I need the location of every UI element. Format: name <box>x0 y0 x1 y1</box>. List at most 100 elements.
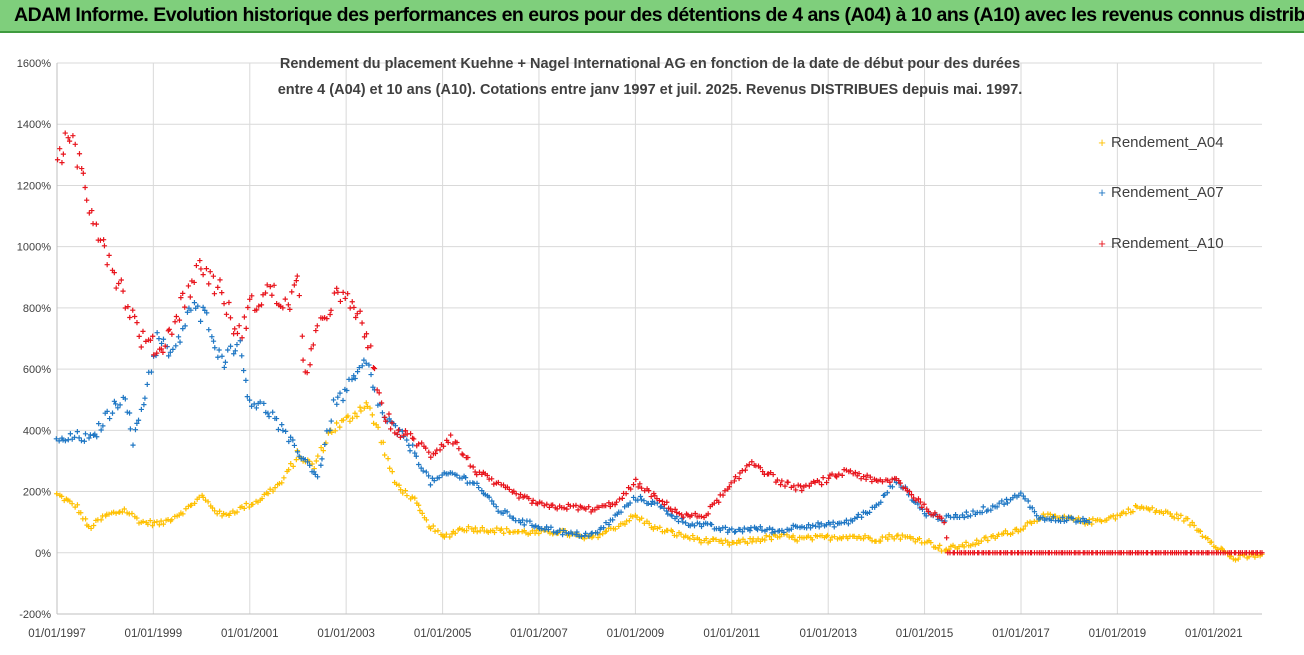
point-rendement_a07 <box>266 413 272 420</box>
series-rendement_a10 <box>54 130 1265 556</box>
point-rendement_a10 <box>672 506 678 512</box>
point-rendement_a04 <box>1017 527 1024 533</box>
point-rendement_a04 <box>160 521 167 527</box>
point-rendement_a07 <box>141 402 147 408</box>
point-rendement_a07 <box>423 469 429 475</box>
point-rendement_a07 <box>109 410 116 416</box>
point-rendement_a04 <box>479 524 485 531</box>
point-rendement_a04 <box>1252 554 1258 560</box>
x-tick-label: 01/01/2003 <box>317 628 375 640</box>
point-rendement_a10 <box>239 335 245 341</box>
point-rendement_a07 <box>237 338 243 344</box>
point-rendement_a04 <box>293 457 299 463</box>
point-rendement_a04 <box>419 510 425 517</box>
point-rendement_a10 <box>669 508 675 514</box>
point-rendement_a10 <box>628 486 634 492</box>
point-rendement_a04 <box>1130 509 1136 515</box>
point-rendement_a10 <box>583 506 589 512</box>
point-rendement_a07 <box>521 522 527 528</box>
point-rendement_a07 <box>669 513 675 519</box>
point-rendement_a07 <box>170 346 176 352</box>
point-rendement_a10 <box>307 362 313 368</box>
point-rendement_a07 <box>1050 514 1057 520</box>
point-rendement_a10 <box>314 323 320 329</box>
point-rendement_a04 <box>749 539 755 545</box>
point-rendement_a07 <box>610 517 616 523</box>
point-rendement_a07 <box>175 334 182 340</box>
point-rendement_a04 <box>974 537 980 543</box>
point-rendement_a04 <box>972 541 978 548</box>
point-rendement_a04 <box>1232 557 1239 563</box>
point-rendement_a10 <box>689 512 695 518</box>
point-rendement_a07 <box>239 353 245 359</box>
point-rendement_a07 <box>1065 514 1072 520</box>
point-rendement_a07 <box>212 345 218 351</box>
point-rendement_a04 <box>1110 513 1116 519</box>
point-rendement_a10 <box>335 289 341 295</box>
point-rendement_a10 <box>120 288 126 294</box>
point-rendement_a04 <box>358 408 364 414</box>
point-rendement_a07 <box>970 508 976 514</box>
point-rendement_a04 <box>1197 528 1204 534</box>
point-rendement_a10 <box>596 504 602 510</box>
point-rendement_a04 <box>145 521 151 527</box>
point-rendement_a04 <box>1174 511 1180 517</box>
point-rendement_a04 <box>674 533 680 539</box>
point-rendement_a10 <box>388 426 394 432</box>
point-rendement_a10 <box>143 338 149 344</box>
point-rendement_a07 <box>148 369 155 375</box>
point-rendement_a10 <box>116 280 122 287</box>
point-rendement_a10 <box>304 370 310 376</box>
point-rendement_a04 <box>320 448 326 454</box>
point-rendement_a10 <box>166 326 172 332</box>
point-rendement_a04 <box>315 453 321 459</box>
point-rendement_a04 <box>214 511 220 517</box>
point-rendement_a04 <box>457 525 463 532</box>
point-rendement_a04 <box>696 536 703 543</box>
point-rendement_a07 <box>489 498 495 504</box>
point-rendement_a10 <box>573 502 579 508</box>
point-rendement_a07 <box>1020 493 1026 499</box>
point-rendement_a10 <box>915 496 922 502</box>
point-rendement_a07 <box>1080 515 1086 522</box>
point-rendement_a07 <box>952 512 959 518</box>
point-rendement_a04 <box>602 529 608 535</box>
point-rendement_a07 <box>130 442 136 448</box>
point-rendement_a10 <box>162 343 168 349</box>
series-rendement_a07 <box>53 299 1092 540</box>
point-rendement_a10 <box>409 435 416 441</box>
point-rendement_a04 <box>1189 519 1195 526</box>
point-rendement_a07 <box>127 426 133 432</box>
point-rendement_a10 <box>526 495 532 502</box>
point-rendement_a10 <box>847 468 854 474</box>
point-rendement_a07 <box>81 438 87 444</box>
point-rendement_a04 <box>1028 520 1035 526</box>
point-rendement_a07 <box>352 375 358 382</box>
point-rendement_a04 <box>687 536 693 542</box>
point-rendement_a07 <box>486 494 492 500</box>
point-rendement_a07 <box>827 521 833 527</box>
point-rendement_a07 <box>786 527 792 533</box>
point-rendement_a04 <box>809 537 815 543</box>
point-rendement_a10 <box>664 499 670 505</box>
point-rendement_a04 <box>370 420 377 426</box>
point-rendement_a10 <box>365 345 371 351</box>
point-rendement_a10 <box>327 311 333 318</box>
point-rendement_a10 <box>852 469 858 476</box>
point-rendement_a10 <box>219 290 225 296</box>
x-tick-label: 01/01/2017 <box>992 628 1050 640</box>
point-rendement_a07 <box>204 310 210 316</box>
point-rendement_a04 <box>188 502 195 508</box>
point-rendement_a04 <box>1020 526 1026 532</box>
point-rendement_a04 <box>404 492 410 499</box>
point-rendement_a10 <box>125 304 131 310</box>
point-rendement_a10 <box>411 436 417 442</box>
point-rendement_a10 <box>243 325 249 331</box>
point-rendement_a04 <box>762 537 768 543</box>
point-rendement_a04 <box>963 539 969 545</box>
point-rendement_a07 <box>180 326 186 332</box>
point-rendement_a04 <box>759 536 765 542</box>
point-rendement_a04 <box>536 530 542 537</box>
point-rendement_a04 <box>639 515 645 521</box>
legend-label-a07: Rendement_A07 <box>1111 184 1224 201</box>
